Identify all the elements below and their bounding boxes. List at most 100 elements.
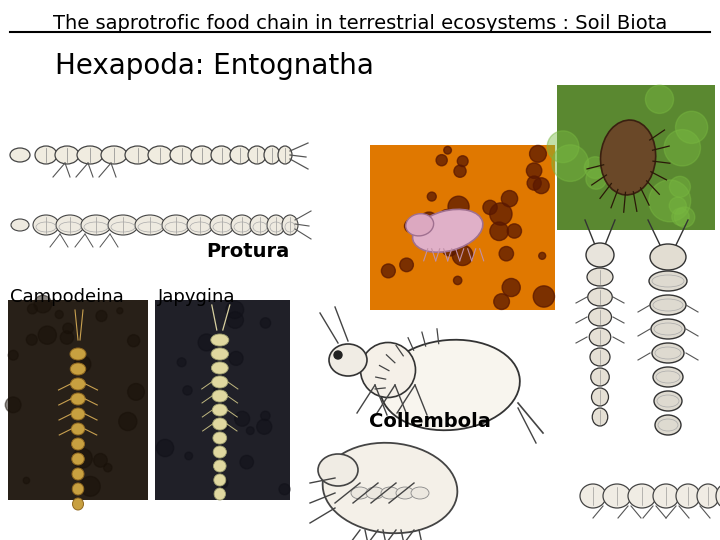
Ellipse shape <box>653 367 683 387</box>
Ellipse shape <box>652 343 684 363</box>
Ellipse shape <box>211 334 229 346</box>
Circle shape <box>27 334 37 345</box>
Circle shape <box>257 419 272 434</box>
Ellipse shape <box>716 484 720 508</box>
Circle shape <box>501 191 518 207</box>
Text: The saprotrofic food chain in terrestrial ecosystems : Soil Biota: The saprotrofic food chain in terrestria… <box>53 14 667 33</box>
Ellipse shape <box>318 454 358 486</box>
Circle shape <box>444 146 451 154</box>
Circle shape <box>534 178 549 194</box>
Ellipse shape <box>231 215 253 235</box>
Circle shape <box>9 350 18 360</box>
Ellipse shape <box>72 483 84 495</box>
Ellipse shape <box>366 487 384 499</box>
Ellipse shape <box>628 484 656 508</box>
Text: Campodeina: Campodeina <box>10 288 124 306</box>
Circle shape <box>38 326 56 345</box>
Ellipse shape <box>600 120 656 195</box>
Circle shape <box>229 352 243 366</box>
Ellipse shape <box>580 484 606 508</box>
Ellipse shape <box>33 215 59 235</box>
Ellipse shape <box>125 146 150 164</box>
Ellipse shape <box>210 215 234 235</box>
Ellipse shape <box>101 146 127 164</box>
Circle shape <box>183 386 192 395</box>
Ellipse shape <box>676 484 700 508</box>
Circle shape <box>670 177 690 197</box>
Ellipse shape <box>380 340 520 430</box>
Ellipse shape <box>655 415 681 435</box>
Ellipse shape <box>592 388 608 406</box>
Circle shape <box>34 295 52 313</box>
Text: Hexapoda: Entognatha: Hexapoda: Entognatha <box>55 52 374 80</box>
Ellipse shape <box>213 432 227 444</box>
Circle shape <box>400 258 413 272</box>
Ellipse shape <box>72 468 84 480</box>
Circle shape <box>177 358 186 367</box>
Circle shape <box>127 335 140 347</box>
Circle shape <box>499 246 513 261</box>
Circle shape <box>81 476 100 496</box>
Ellipse shape <box>148 146 172 164</box>
Circle shape <box>94 454 107 467</box>
Ellipse shape <box>413 210 483 252</box>
Circle shape <box>502 279 521 296</box>
Circle shape <box>427 192 436 201</box>
Circle shape <box>185 452 192 460</box>
Ellipse shape <box>211 146 232 164</box>
Circle shape <box>127 383 145 400</box>
Text: Collembola: Collembola <box>369 412 491 431</box>
Circle shape <box>227 312 243 328</box>
Ellipse shape <box>72 453 84 465</box>
Circle shape <box>664 130 701 166</box>
Circle shape <box>55 310 63 319</box>
Circle shape <box>547 131 579 163</box>
Ellipse shape <box>212 418 227 430</box>
Ellipse shape <box>588 308 611 326</box>
Circle shape <box>63 323 73 334</box>
Ellipse shape <box>70 348 86 360</box>
Circle shape <box>117 308 123 314</box>
Circle shape <box>526 163 542 178</box>
Circle shape <box>490 222 508 240</box>
Ellipse shape <box>230 146 250 164</box>
Circle shape <box>104 463 112 472</box>
Circle shape <box>75 356 91 372</box>
Bar <box>155 300 290 500</box>
Ellipse shape <box>55 146 79 164</box>
Circle shape <box>240 455 253 469</box>
Ellipse shape <box>590 348 610 366</box>
Circle shape <box>645 85 674 113</box>
Circle shape <box>73 448 92 468</box>
Circle shape <box>586 168 606 189</box>
Ellipse shape <box>73 498 84 510</box>
Ellipse shape <box>590 368 609 386</box>
Circle shape <box>483 200 498 214</box>
Circle shape <box>452 245 473 266</box>
Ellipse shape <box>212 390 228 402</box>
Bar <box>370 145 555 310</box>
Circle shape <box>507 224 521 238</box>
Ellipse shape <box>71 378 86 390</box>
Bar <box>8 300 148 500</box>
Circle shape <box>382 264 395 278</box>
Circle shape <box>672 208 689 226</box>
Ellipse shape <box>35 146 57 164</box>
Circle shape <box>442 241 457 256</box>
Ellipse shape <box>323 443 457 533</box>
Circle shape <box>96 310 107 321</box>
Ellipse shape <box>603 484 631 508</box>
Ellipse shape <box>162 215 190 235</box>
Circle shape <box>649 180 690 222</box>
Ellipse shape <box>214 460 226 472</box>
Ellipse shape <box>651 319 685 339</box>
Circle shape <box>60 331 73 344</box>
Ellipse shape <box>170 146 193 164</box>
Ellipse shape <box>81 215 111 235</box>
Circle shape <box>119 413 137 430</box>
Circle shape <box>5 397 21 413</box>
Ellipse shape <box>56 215 84 235</box>
Circle shape <box>419 212 438 232</box>
Circle shape <box>260 318 271 328</box>
Ellipse shape <box>214 474 226 486</box>
